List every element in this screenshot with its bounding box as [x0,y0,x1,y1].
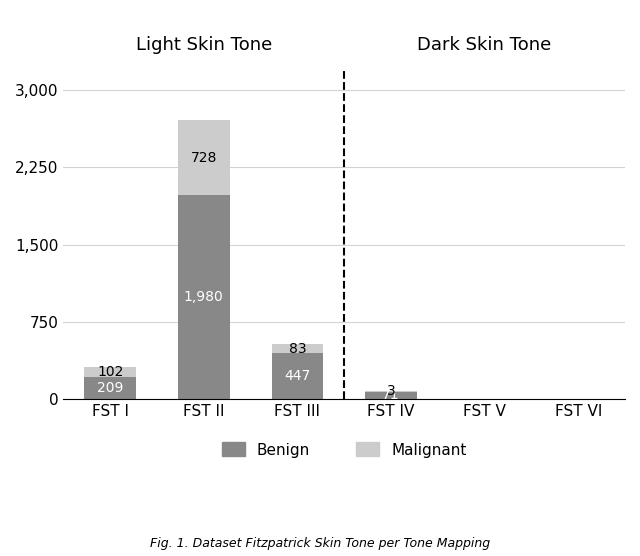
Text: 71: 71 [382,388,400,402]
Text: 728: 728 [191,151,217,165]
Bar [271,353,323,399]
Legend: Benign, Malignant: Benign, Malignant [216,436,473,464]
Text: 3: 3 [387,384,396,399]
Text: 1,980: 1,980 [184,290,223,304]
Text: Fig. 1. Dataset Fitzpatrick Skin Tone per Tone Mapping: Fig. 1. Dataset Fitzpatrick Skin Tone pe… [150,538,490,550]
Bar [271,344,323,353]
Bar [178,120,230,195]
Bar [178,195,230,399]
Bar [365,391,417,399]
Text: Light Skin Tone: Light Skin Tone [136,36,272,54]
Text: 102: 102 [97,365,124,379]
Bar [84,367,136,378]
Text: 83: 83 [289,341,306,356]
Bar [84,378,136,399]
Text: 209: 209 [97,381,124,395]
Text: 447: 447 [284,369,310,383]
Text: Dark Skin Tone: Dark Skin Tone [417,36,552,54]
